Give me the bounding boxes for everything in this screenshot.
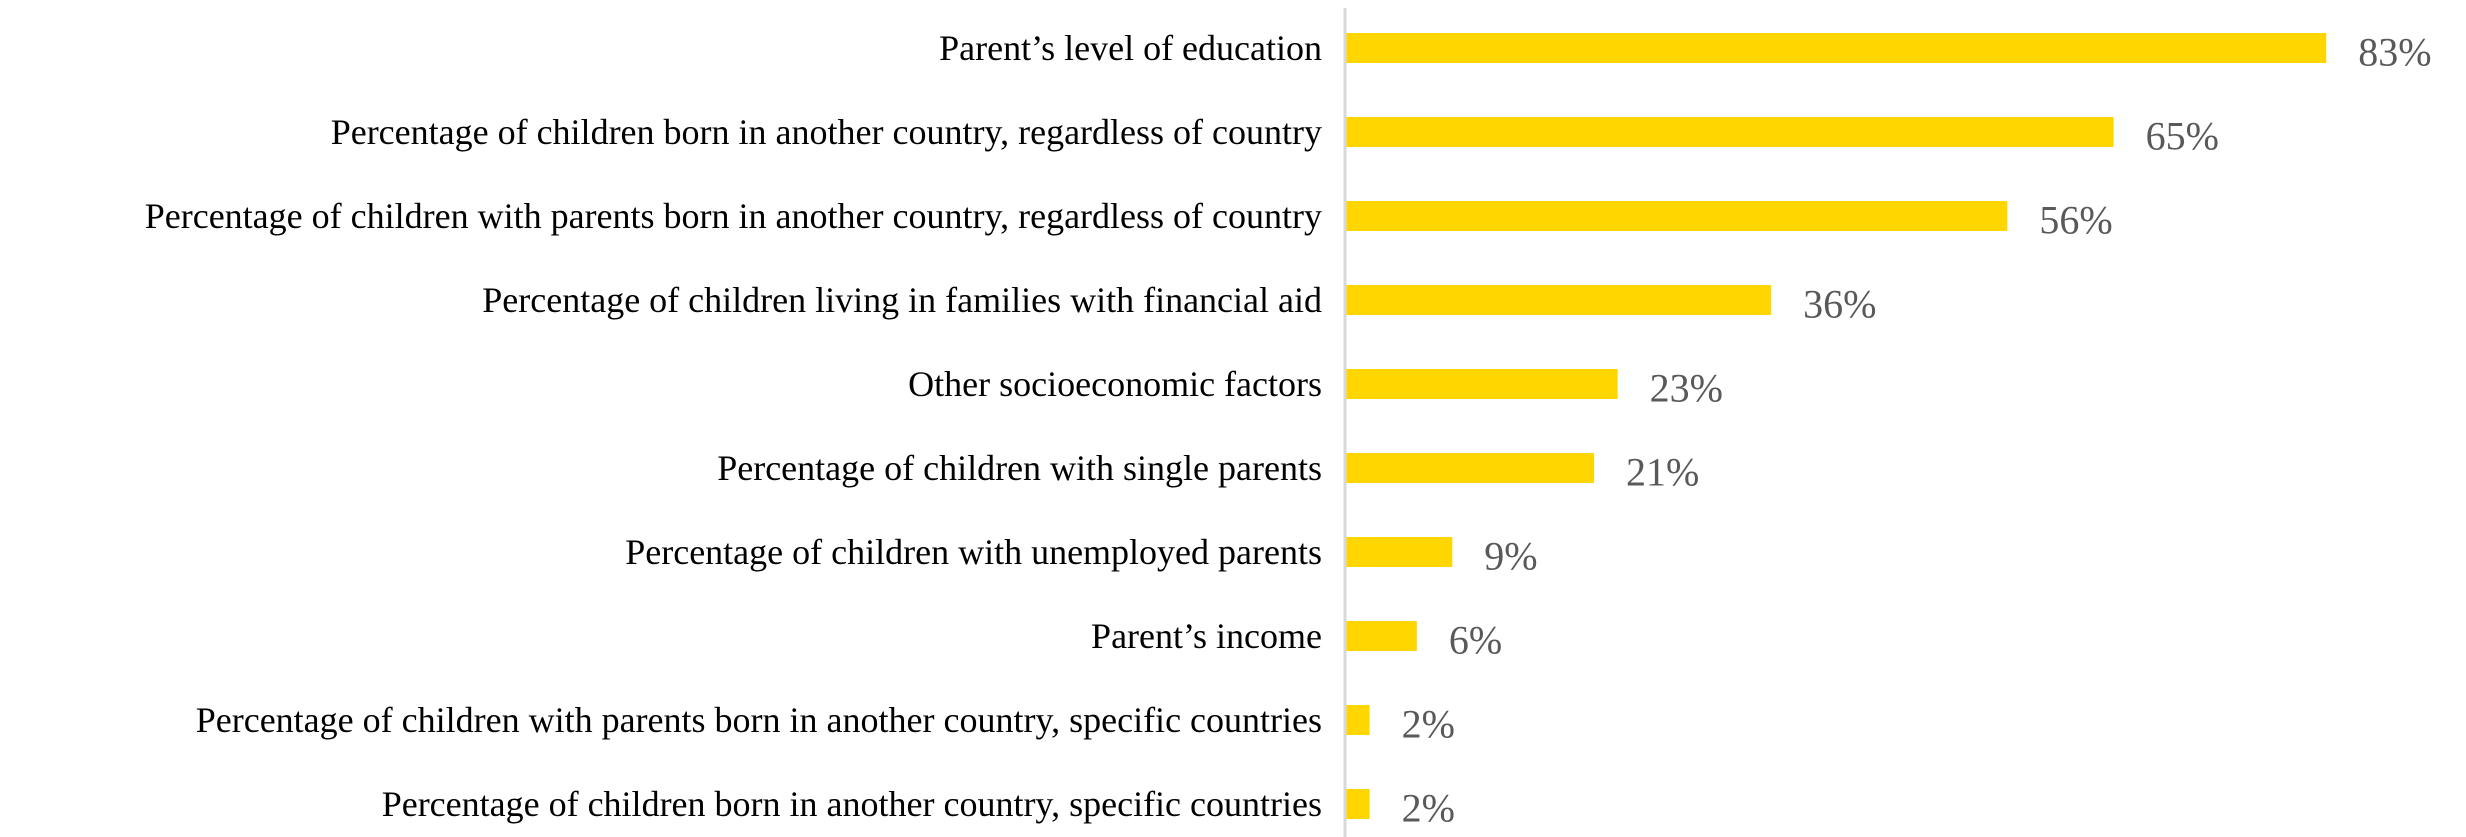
bar-4 bbox=[1346, 285, 1772, 315]
category-label-8: Parent’s income bbox=[1091, 616, 1322, 656]
category-label-5: Other socioeconomic factors bbox=[908, 364, 1322, 404]
bar-5 bbox=[1346, 369, 1618, 399]
bar-6 bbox=[1346, 453, 1595, 483]
value-label-7: 9% bbox=[1484, 534, 1537, 579]
value-label-3: 56% bbox=[2039, 198, 2112, 243]
value-labels-group: 83% 65% 56% 36% 23% 21% 9% 6% 2% 2% bbox=[1402, 30, 2432, 831]
bar-2 bbox=[1346, 117, 2114, 147]
bar-8 bbox=[1346, 621, 1417, 651]
category-label-10: Percentage of children born in another c… bbox=[382, 784, 1322, 824]
value-label-1: 83% bbox=[2358, 30, 2431, 75]
category-label-6: Percentage of children with single paren… bbox=[717, 448, 1322, 488]
value-label-8: 6% bbox=[1449, 618, 1502, 663]
category-labels-group: Parent’s level of education Percentage of… bbox=[145, 28, 1322, 824]
bars-group bbox=[1346, 33, 2327, 819]
bar-10 bbox=[1346, 789, 1370, 819]
category-label-2: Percentage of children born in another c… bbox=[331, 112, 1322, 152]
value-label-4: 36% bbox=[1803, 282, 1876, 327]
bar-7 bbox=[1346, 537, 1453, 567]
value-label-9: 2% bbox=[1402, 702, 1455, 747]
category-label-3: Percentage of children with parents born… bbox=[145, 196, 1322, 236]
category-label-9: Percentage of children with parents born… bbox=[196, 700, 1322, 740]
category-label-1: Parent’s level of education bbox=[939, 28, 1322, 68]
value-label-5: 23% bbox=[1650, 366, 1723, 411]
bar-3 bbox=[1346, 201, 2008, 231]
category-label-4: Percentage of children living in familie… bbox=[482, 280, 1322, 320]
bar-9 bbox=[1346, 705, 1370, 735]
category-label-7: Percentage of children with unemployed p… bbox=[625, 532, 1322, 572]
value-label-2: 65% bbox=[2146, 114, 2219, 159]
value-label-10: 2% bbox=[1402, 786, 1455, 831]
value-label-6: 21% bbox=[1626, 450, 1699, 495]
bar-1 bbox=[1346, 33, 2327, 63]
